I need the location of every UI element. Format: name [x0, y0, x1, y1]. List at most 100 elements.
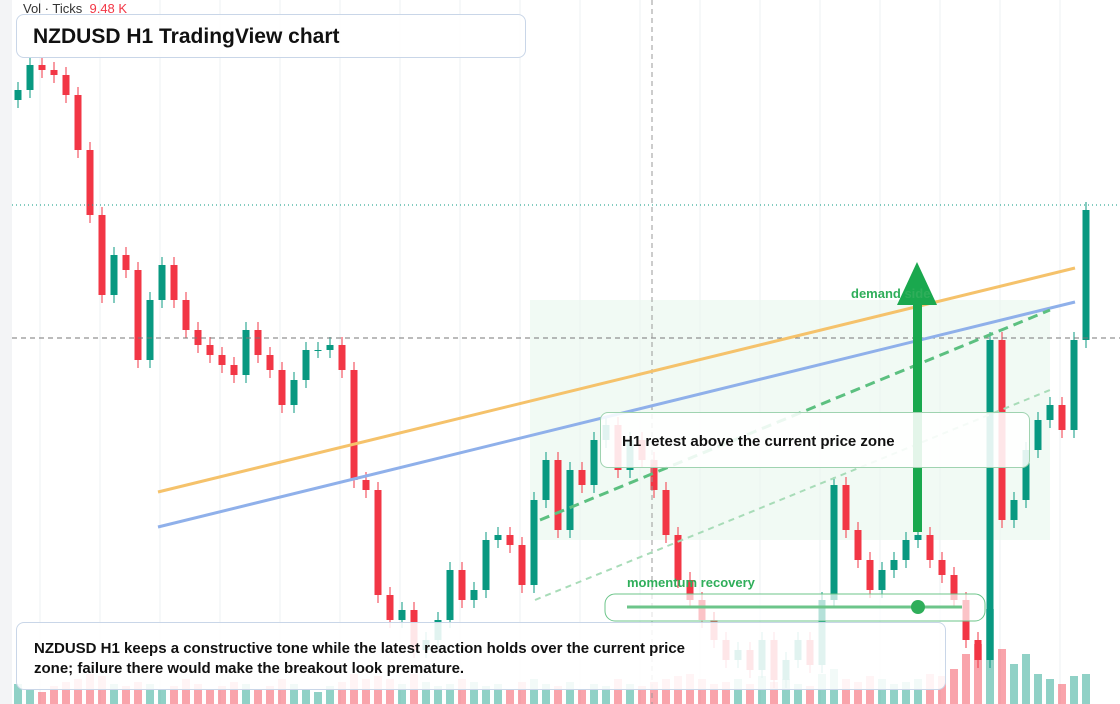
volume-bar: [878, 679, 886, 704]
retest-label: H1 retest above the current price zone: [622, 433, 895, 450]
body: [506, 535, 514, 545]
body: [530, 500, 538, 585]
body: [1022, 450, 1030, 500]
zone-label: demand side: [851, 286, 930, 301]
body: [446, 570, 454, 620]
body: [302, 350, 310, 380]
body: [266, 355, 274, 370]
volume-bar: [422, 682, 430, 704]
body: [1010, 500, 1018, 520]
volume-bar: [962, 654, 970, 704]
volume-bar: [842, 679, 850, 704]
volume-bar: [938, 676, 946, 704]
volume-bar: [434, 686, 442, 704]
body: [386, 595, 394, 620]
body: [182, 300, 190, 330]
body: [338, 345, 346, 370]
volume-bar: [566, 682, 574, 704]
volume-bar: [530, 679, 538, 704]
body: [518, 545, 526, 585]
volume-bar: [230, 682, 238, 704]
volume-bar: [1010, 664, 1018, 704]
volume-bar: [1022, 654, 1030, 704]
body: [1034, 420, 1042, 450]
volume-bar: [746, 684, 754, 704]
body: [98, 215, 106, 295]
body: [146, 300, 154, 360]
volume-bar: [266, 686, 274, 704]
volume-bar: [1070, 676, 1078, 704]
body: [218, 355, 226, 365]
volume-bar: [170, 686, 178, 704]
body: [662, 490, 670, 535]
body: [194, 330, 202, 345]
vol-value: 9.48 K: [89, 1, 128, 16]
arrow-head: [897, 262, 937, 305]
volume-bar: [698, 679, 706, 704]
body: [38, 65, 46, 70]
volume-bar: [218, 686, 226, 704]
title-box: NZDUSD H1 TradingView chart: [16, 14, 526, 58]
body: [350, 370, 358, 480]
body: [14, 90, 22, 100]
volume-bar: [14, 684, 22, 704]
body: [470, 590, 478, 600]
note-box: NZDUSD H1 keeps a constructive tone whil…: [16, 622, 946, 690]
retest-box: H1 retest above the current price zone: [600, 412, 1030, 468]
body: [926, 535, 934, 560]
volume-bar: [734, 679, 742, 704]
body: [1070, 340, 1078, 430]
body: [938, 560, 946, 575]
volume-bar: [98, 676, 106, 704]
volume-bar: [1034, 674, 1042, 704]
volume-bar: [854, 682, 862, 704]
volume-bar: [638, 686, 646, 704]
body: [830, 485, 838, 600]
body: [242, 330, 250, 375]
body: [230, 365, 238, 375]
volume-bar: [386, 679, 394, 704]
body: [878, 570, 886, 590]
body: [650, 460, 658, 490]
volume-bar: [446, 684, 454, 704]
left-strip: [0, 0, 12, 704]
volume-bar: [290, 684, 298, 704]
volume-bar: [890, 684, 898, 704]
body: [62, 75, 70, 95]
volume-bar: [110, 684, 118, 704]
momentum-dot: [911, 600, 925, 614]
volume-bar: [482, 686, 490, 704]
body: [1082, 210, 1090, 340]
body: [362, 480, 370, 490]
body: [86, 150, 94, 215]
body: [590, 440, 598, 485]
body: [122, 255, 130, 270]
volume-bar: [662, 679, 670, 704]
body: [278, 370, 286, 405]
vol-label: Vol · Ticks: [23, 1, 83, 16]
volume-bar: [506, 689, 514, 704]
body: [686, 580, 694, 600]
body: [866, 560, 874, 590]
volume-bar: [470, 682, 478, 704]
volume-bar: [626, 684, 634, 704]
volume-bar: [134, 682, 142, 704]
volume-bar: [602, 686, 610, 704]
momentum-label: momentum recovery: [627, 575, 756, 590]
volume-bar: [314, 692, 322, 704]
body: [110, 255, 118, 295]
chart-title: NZDUSD H1 TradingView chart: [33, 25, 340, 48]
body: [1046, 405, 1054, 420]
body: [254, 330, 262, 355]
volume-bar: [902, 682, 910, 704]
volume-bar: [590, 684, 598, 704]
volume-bar: [494, 684, 502, 704]
body: [842, 485, 850, 530]
body: [974, 640, 982, 660]
volume-bar: [1058, 684, 1066, 704]
volume-bar: [998, 649, 1006, 704]
volume-bar: [26, 689, 34, 704]
body: [290, 380, 298, 405]
volume-bar: [950, 669, 958, 704]
